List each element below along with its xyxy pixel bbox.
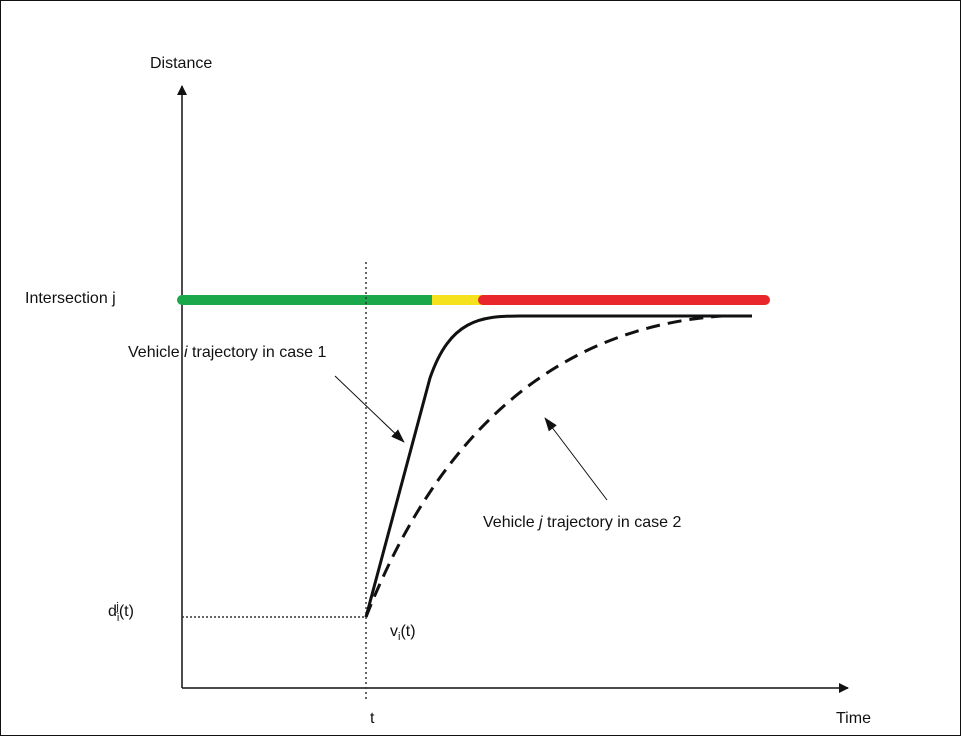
time-marker: t bbox=[370, 710, 375, 727]
text: v bbox=[390, 623, 398, 640]
speed-marker: vi(t) bbox=[390, 623, 416, 643]
text: (t) bbox=[119, 603, 134, 620]
case2-label: Vehicle j trajectory in case 2 bbox=[483, 514, 681, 531]
text: Vehicle bbox=[128, 344, 184, 361]
trajectory-case1 bbox=[364, 314, 752, 618]
text: j bbox=[537, 514, 543, 531]
subscript: i bbox=[117, 612, 119, 624]
text: Vehicle bbox=[483, 514, 539, 531]
pointer-case2 bbox=[544, 417, 608, 501]
pointer-case1 bbox=[334, 375, 405, 443]
y-axis-label: Distance bbox=[150, 55, 212, 72]
intersection-label: Intersection j bbox=[25, 290, 116, 307]
text: trajectory in case 2 bbox=[543, 514, 682, 531]
subscript: i bbox=[398, 631, 400, 643]
distance-marker: dij(t) bbox=[108, 601, 134, 624]
text: d bbox=[108, 603, 117, 620]
trajectory-case2 bbox=[364, 314, 723, 618]
text: trajectory in case 1 bbox=[188, 344, 327, 361]
text: i bbox=[184, 344, 188, 361]
x-axis-label: Time bbox=[836, 710, 871, 727]
case1-label: Vehicle i trajectory in case 1 bbox=[128, 344, 326, 361]
text: (t) bbox=[400, 623, 415, 640]
superscript: j bbox=[115, 601, 118, 613]
